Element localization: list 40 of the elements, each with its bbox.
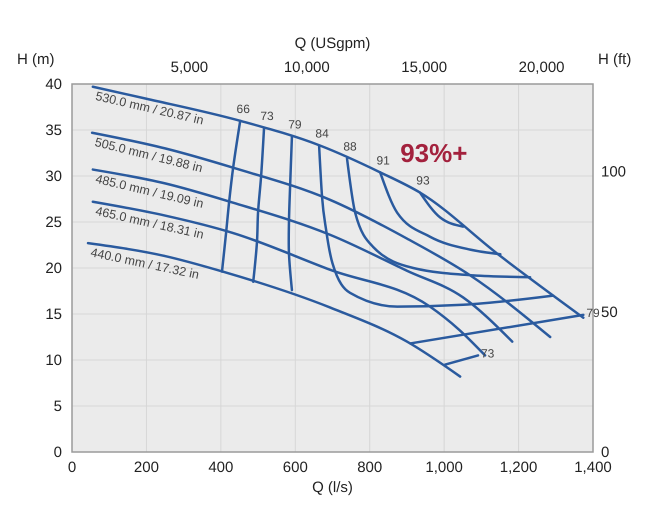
text: 530.0 mm / 20.87 in bbox=[94, 89, 206, 128]
y2-tick-label: 100 bbox=[601, 164, 626, 181]
x-axis-title: Q (l/s) bbox=[312, 479, 353, 496]
x-tick-label: 1,400 bbox=[574, 459, 612, 476]
series-label: 84 bbox=[315, 126, 330, 141]
y-axis-title: H (m) bbox=[17, 51, 54, 68]
y-tick-label: 25 bbox=[45, 214, 62, 231]
y2-tick-label: 50 bbox=[601, 304, 618, 321]
x2-tick-label: 10,000 bbox=[284, 59, 330, 76]
x-tick-label: 1,000 bbox=[425, 459, 463, 476]
x2-axis-title: Q (USgpm) bbox=[294, 35, 370, 52]
x2-tick-label: 15,000 bbox=[401, 59, 448, 76]
series-label: 73 bbox=[260, 109, 274, 124]
y-tick-label: 35 bbox=[45, 122, 62, 139]
x-tick-label: 0 bbox=[68, 459, 76, 476]
y-tick-label: 20 bbox=[45, 260, 62, 277]
series-label: 91 bbox=[376, 153, 390, 168]
series-label: 88 bbox=[343, 140, 358, 154]
y-tick-label: 0 bbox=[54, 444, 62, 461]
y2-tick-label: 0 bbox=[601, 444, 610, 461]
x2-tick-label: 20,000 bbox=[518, 59, 565, 76]
y-tick-label: 15 bbox=[45, 306, 62, 323]
series-label: 79 bbox=[288, 117, 302, 132]
x-tick-label: 1,200 bbox=[500, 459, 538, 476]
y-tick-label: 30 bbox=[45, 168, 62, 185]
y-tick-label: 10 bbox=[45, 352, 62, 369]
series-label: 66 bbox=[236, 102, 250, 116]
x-tick-label: 200 bbox=[134, 459, 159, 476]
y-tick-label: 5 bbox=[54, 398, 62, 415]
annotation: 93%+ bbox=[400, 138, 468, 168]
series-label: 79 bbox=[586, 306, 600, 320]
y-tick-label: 40 bbox=[45, 76, 62, 93]
x-tick-label: 600 bbox=[282, 459, 308, 476]
x-tick-label: 400 bbox=[208, 459, 234, 476]
x-tick-label: 800 bbox=[357, 459, 382, 476]
series-label: 93 bbox=[416, 174, 430, 188]
text: 505.0 mm / 19.88 in bbox=[93, 135, 204, 176]
y2-axis-title: H (ft) bbox=[598, 51, 632, 68]
x2-tick-label: 5,000 bbox=[170, 59, 208, 76]
text: 440.0 mm / 17.32 in bbox=[89, 245, 200, 282]
